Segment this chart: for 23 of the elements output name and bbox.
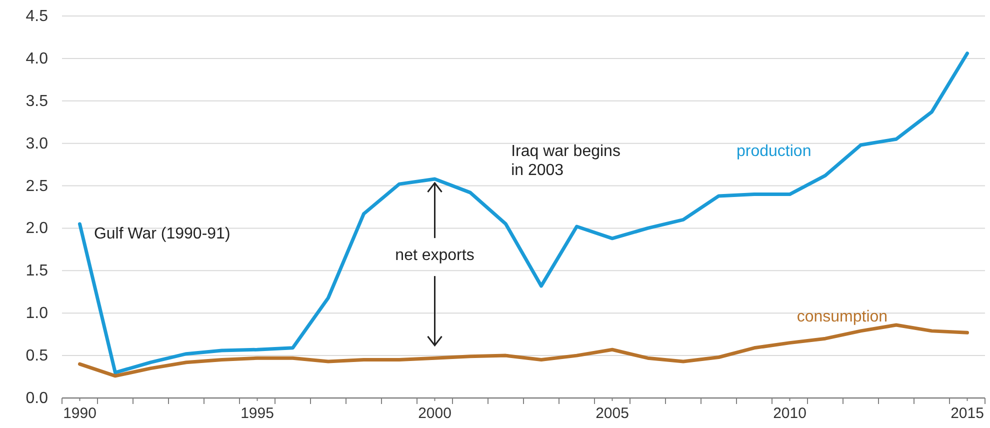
x-tick-label: 2005 [596,405,629,422]
annotation: Gulf War (1990-91) [94,225,230,242]
x-tick-label: 2015 [950,405,984,422]
y-tick-label: 4.0 [26,50,48,68]
x-tick-label: 1990 [63,405,96,422]
annotation: Iraq war begins in 2003 [511,143,620,180]
series-label: production [736,143,812,160]
line-series [78,52,969,374]
x-tick-label: 2000 [418,405,452,422]
y-tick-label: 2.0 [26,220,48,238]
y-tick-label: 1.5 [26,262,48,280]
line-series [78,323,969,378]
x-tick-label: 1995 [240,405,274,422]
x-tick-label: 2010 [773,405,806,422]
series-label: consumption [796,308,888,326]
y-tick-label: 1.0 [26,305,48,322]
y-tick-label: 0.0 [26,390,48,407]
y-tick-label: 4.5 [26,8,48,25]
y-tick-label: 0.5 [26,348,48,365]
y-tick-label: 3.5 [26,92,48,110]
y-tick-label: 3.0 [26,135,48,152]
y-tick-label: 2.5 [26,178,48,195]
annotation: net exports [395,247,474,264]
